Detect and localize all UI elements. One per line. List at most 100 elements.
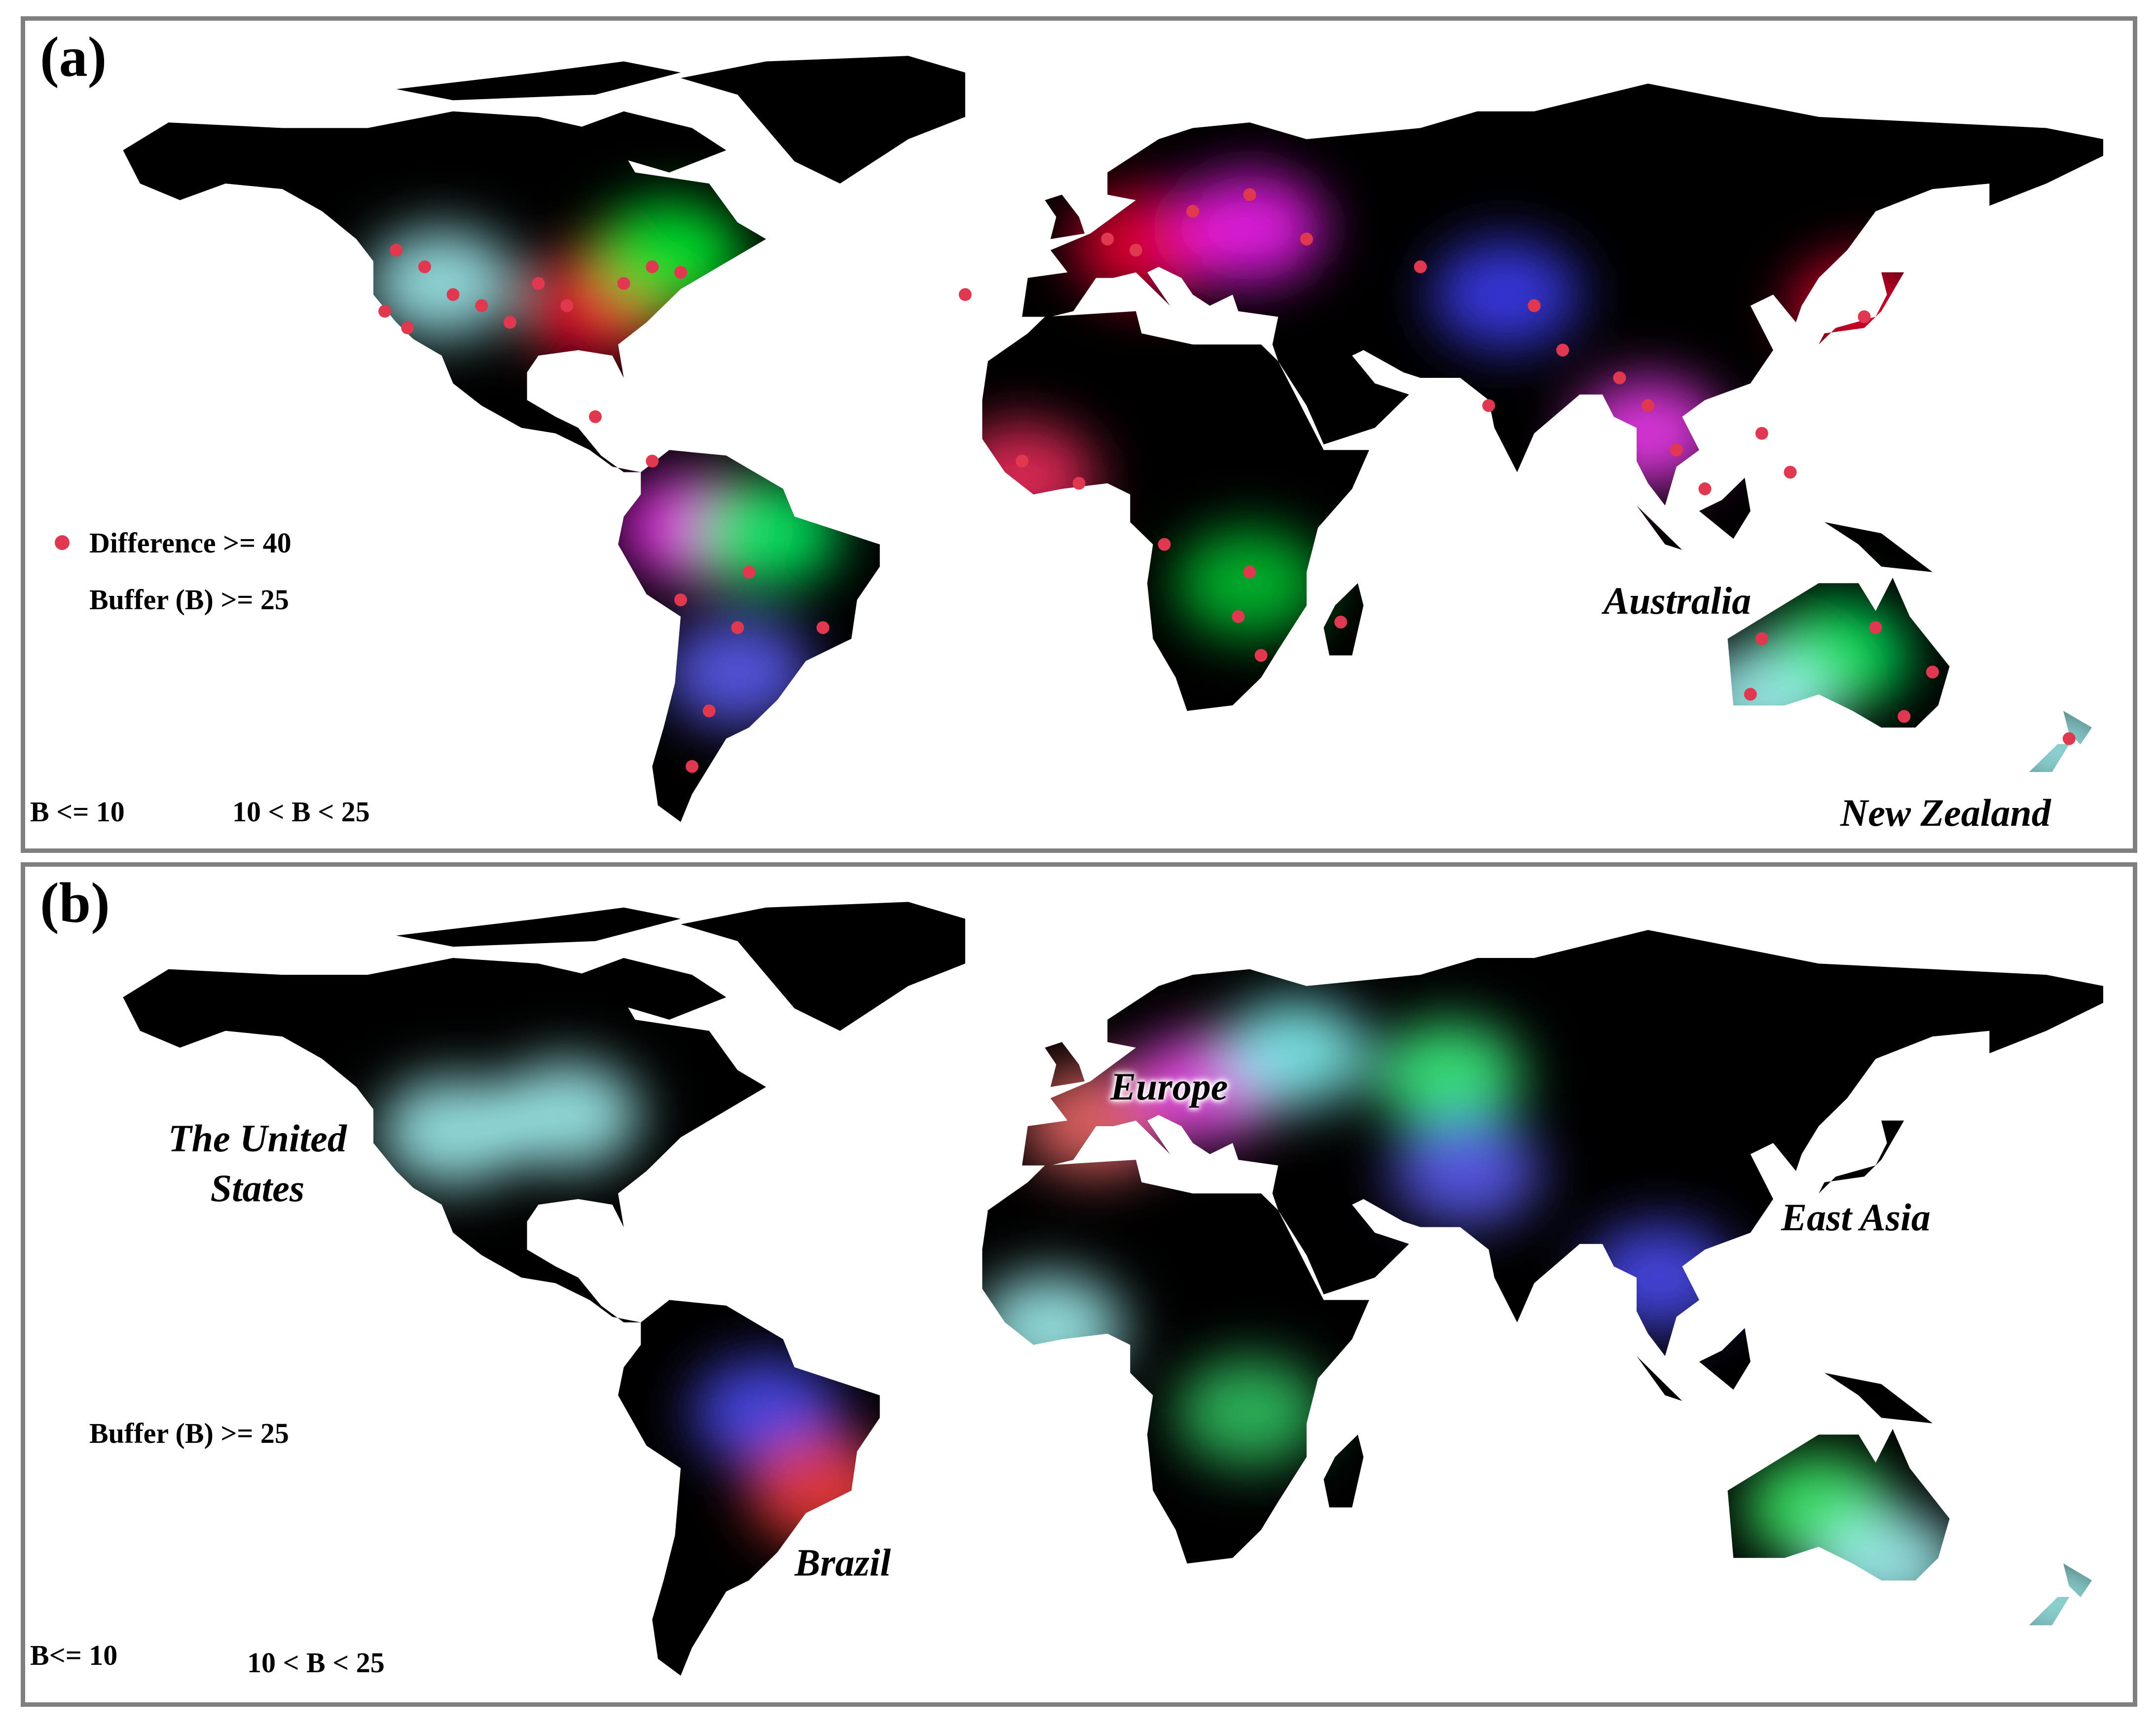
difference-dot-40 — [1898, 710, 1911, 723]
buffer-glow-4 — [1221, 999, 1369, 1108]
land-sumatra — [1619, 489, 1682, 550]
buffer-left-label: B<= 10 — [30, 1639, 118, 1671]
region-label-europe: Europe — [1110, 1065, 1228, 1108]
difference-dot-29 — [1698, 482, 1712, 496]
difference-dot-33 — [1072, 477, 1086, 490]
difference-dot-21 — [1129, 244, 1142, 257]
difference-dot-20 — [1101, 232, 1114, 246]
difference-label: Difference >= 40 — [89, 527, 292, 559]
buffer-glow-8 — [1813, 1509, 1961, 1618]
difference-dot-45 — [958, 288, 972, 301]
buffer-glow-4 — [595, 201, 743, 310]
land-masses — [123, 902, 2103, 1676]
buffer-glow-2 — [1175, 174, 1324, 283]
difference-dot-48 — [1482, 399, 1496, 412]
difference-dot-37 — [1334, 616, 1348, 629]
region-label-line: States — [210, 1167, 305, 1210]
difference-dot-41 — [1744, 688, 1757, 701]
buffer-top-label: Buffer (B) >= 25 — [89, 584, 289, 616]
buffer-glow-5 — [1375, 1021, 1523, 1130]
difference-dot-34 — [1243, 565, 1256, 579]
difference-dot-26 — [1528, 299, 1541, 312]
buffer-glow-10 — [692, 479, 840, 588]
buffer-top-label: Buffer (B) >= 25 — [89, 1417, 289, 1449]
buffer-glow-14 — [663, 618, 812, 727]
difference-dot-8 — [617, 277, 630, 290]
land-masses — [123, 56, 2103, 822]
difference-dot-24 — [1300, 232, 1313, 246]
difference-dot-46 — [1556, 343, 1570, 357]
difference-dot-10 — [674, 266, 687, 279]
difference-dot-18 — [686, 760, 699, 773]
rgb-triangle-legend-a — [92, 627, 284, 805]
legend-triangle-b — [97, 1464, 289, 1641]
buffer-glow-6 — [1574, 379, 1722, 488]
difference-dot-11 — [378, 304, 392, 318]
difference-dots — [378, 188, 2076, 773]
land-new-guinea — [1824, 1373, 1933, 1424]
difference-dot-32 — [1016, 454, 1029, 468]
land-borneo — [1699, 1328, 1751, 1390]
difference-dot-5 — [503, 316, 516, 329]
difference-dot-12 — [588, 410, 602, 423]
world-map-b — [123, 902, 2103, 1676]
buffer-glow-0 — [379, 1077, 527, 1186]
difference-dot-30 — [1755, 427, 1768, 440]
land-uk — [1045, 194, 1085, 239]
buffer-glow-13 — [1983, 1548, 2103, 1657]
land-arctic-isles — [396, 907, 681, 947]
difference-dot-9 — [646, 260, 659, 273]
difference-dot-23 — [1243, 188, 1256, 201]
buffer-glow-13 — [948, 423, 1096, 532]
region-label-east-asia: East Asia — [1781, 1196, 1931, 1239]
difference-dot-38 — [1869, 621, 1882, 634]
buffer-glow-11 — [976, 1274, 1125, 1383]
land-japan — [1819, 1120, 1904, 1194]
map-panel-a: (a) Difference >= 40 Buffer (B) >= 25 B … — [21, 16, 2137, 853]
difference-dot-4 — [401, 321, 414, 334]
land-greenland — [681, 902, 965, 1031]
land-greenland — [681, 56, 965, 184]
region-label-new-zealand: New Zealand — [1840, 791, 2051, 834]
difference-dot-6 — [532, 277, 545, 290]
difference-dot-31 — [1784, 466, 1797, 479]
difference-dot-44 — [1858, 310, 1871, 324]
land-arctic-isles — [396, 61, 681, 101]
region-label-united-states: The United States — [168, 1113, 347, 1213]
difference-dot-2 — [446, 288, 460, 301]
buffer-glow-12 — [1431, 240, 1580, 349]
difference-dot-35 — [1232, 610, 1245, 623]
difference-dot-42 — [1755, 632, 1768, 645]
difference-dot-36 — [1254, 649, 1268, 662]
panel-tag-a: (a) — [40, 26, 107, 89]
difference-dot-1 — [418, 260, 431, 273]
world-map-a — [123, 56, 2103, 822]
buffer-glow-6 — [1585, 1223, 1734, 1332]
legend-triangle-b — [92, 627, 284, 805]
panel-tag-b: (b) — [40, 872, 110, 935]
difference-dot-7 — [560, 299, 574, 312]
land-madagascar — [1323, 1434, 1364, 1507]
difference-dot-0 — [390, 244, 403, 257]
buffer-left-label: B <= 10 — [30, 796, 125, 828]
difference-dot-14 — [742, 565, 756, 579]
land-sumatra — [1619, 1339, 1682, 1401]
difference-dot-19 — [816, 621, 830, 634]
difference-dot-key — [55, 535, 70, 550]
buffer-glow-1 — [493, 1061, 641, 1170]
region-label-australia: Australia — [1604, 579, 1752, 622]
difference-dot-43 — [2062, 732, 2076, 745]
difference-dot-13 — [646, 454, 659, 468]
land-new-guinea — [1824, 522, 1933, 572]
buffer-glow-14 — [1391, 1116, 1540, 1225]
difference-dot-47 — [1613, 371, 1626, 384]
difference-dot-16 — [674, 593, 687, 607]
difference-dot-17 — [702, 704, 716, 718]
difference-dot-49 — [1158, 538, 1171, 551]
difference-dot-39 — [1926, 665, 1939, 679]
land-baffin — [578, 111, 727, 173]
rgb-triangle-legend-b — [97, 1464, 289, 1641]
difference-dot-3 — [475, 299, 488, 312]
difference-dot-27 — [1642, 399, 1655, 412]
buffer-glow-10 — [749, 1436, 897, 1545]
